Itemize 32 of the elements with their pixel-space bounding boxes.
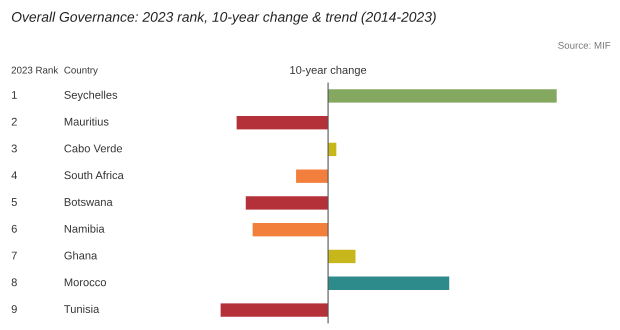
source-note: Source: MIF — [558, 42, 610, 49]
bar — [236, 116, 328, 130]
bar — [296, 169, 328, 183]
bar — [328, 89, 557, 103]
text: Country — [64, 66, 98, 76]
text: 2 — [12, 118, 17, 126]
bar — [220, 303, 328, 317]
text: 1 — [12, 91, 17, 99]
x-axis-title: 10-year change — [290, 66, 366, 76]
bar — [328, 276, 450, 290]
bar — [252, 223, 328, 236]
text: 4 — [11, 171, 18, 180]
y-tick-label: South Africa — [64, 171, 124, 180]
y-tick-label: Tunisia — [64, 304, 100, 313]
bar — [328, 250, 356, 264]
text: 3 — [12, 144, 17, 152]
y-tick-label: Namibia — [64, 224, 105, 233]
bar — [246, 196, 328, 210]
y-tick-label: Cabo Verde — [64, 144, 122, 152]
chart-title: Overall Governance: 2023 rank, 10-year change & trend (2014-2023) — [12, 12, 436, 25]
y-tick-label: Ghana — [64, 251, 98, 260]
y-tick-label: Morocco — [64, 278, 106, 286]
text: 2023 Rank — [12, 66, 58, 74]
y-tick-label: Botswana — [64, 198, 113, 206]
bar — [328, 142, 336, 156]
text: 8 — [12, 278, 17, 286]
text: 6 — [12, 224, 17, 233]
text: 7 — [12, 252, 17, 260]
text: 9 — [12, 305, 17, 313]
text: 5 — [12, 198, 17, 206]
y-tick-label: Seychelles — [64, 90, 118, 102]
y-tick-label: Mauritius — [64, 117, 109, 126]
